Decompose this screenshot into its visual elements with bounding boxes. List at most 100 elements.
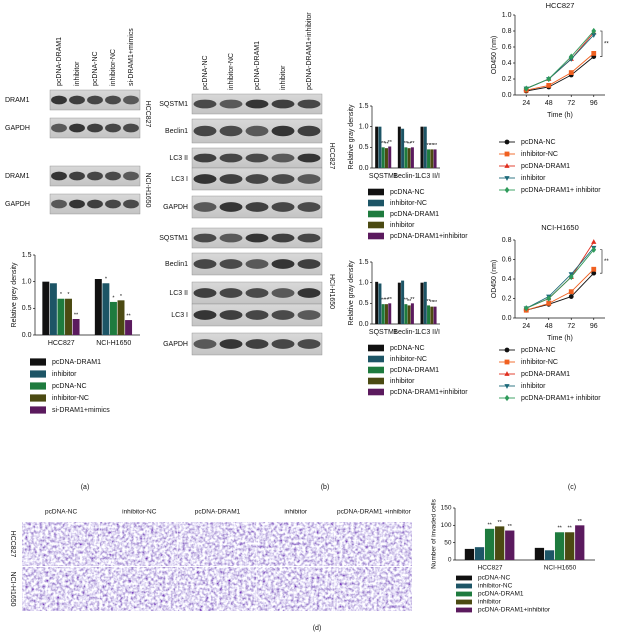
series-line xyxy=(526,272,595,311)
bar xyxy=(72,319,80,335)
point xyxy=(568,273,574,281)
bar xyxy=(109,301,117,335)
significance: ** xyxy=(568,526,573,532)
blot-band xyxy=(245,288,269,298)
micrograph xyxy=(21,521,100,567)
legend-swatch xyxy=(456,591,472,597)
y-tick-label: 1.5 xyxy=(22,252,32,259)
bar xyxy=(388,303,392,324)
blot-band xyxy=(245,174,269,184)
legend-label: inhibitor xyxy=(478,599,502,606)
x-axis-label: Time (h) xyxy=(547,335,573,342)
significance: * xyxy=(105,277,108,283)
legend-label: pcDNA-NC xyxy=(52,383,87,390)
blot-band xyxy=(69,171,85,181)
significance: ** xyxy=(426,299,431,305)
significance: ** xyxy=(381,141,386,147)
bar xyxy=(404,147,408,168)
x-tick-label: Beclin-1 xyxy=(393,329,418,336)
bar xyxy=(427,305,431,324)
blot-band xyxy=(297,339,321,349)
point xyxy=(591,239,597,244)
series-line xyxy=(526,32,595,90)
significance: ** xyxy=(604,41,609,47)
x-tick-label: 24 xyxy=(522,323,530,330)
significance: ** xyxy=(384,142,389,148)
point xyxy=(591,270,597,276)
legend-marker xyxy=(504,151,510,157)
series-line xyxy=(526,30,595,90)
legend-marker xyxy=(504,371,510,376)
legend-swatch xyxy=(456,599,472,605)
legend-label: inhibitor-NC xyxy=(390,200,427,207)
y-tick-label: 0.0 xyxy=(359,165,369,172)
significance: * xyxy=(60,292,63,298)
row-label: GAPDH xyxy=(163,341,188,348)
bar xyxy=(420,126,424,168)
lane-label: pcDNA-NC xyxy=(202,55,209,90)
series-line xyxy=(526,56,595,92)
blot-band xyxy=(245,99,269,109)
blot-band xyxy=(105,95,121,105)
cell-line-label: HCI-H1650 xyxy=(328,274,335,309)
legend-marker xyxy=(504,394,510,402)
y-axis-label: Relative gray density xyxy=(348,260,355,325)
series-line xyxy=(526,247,595,309)
bar xyxy=(484,528,495,560)
legend-swatch xyxy=(30,382,46,390)
row-label: Beclin1 xyxy=(165,261,188,268)
blot-band xyxy=(87,171,103,181)
bar xyxy=(565,532,575,560)
bar xyxy=(375,126,379,168)
significance: ** xyxy=(407,299,412,305)
micrograph xyxy=(256,521,335,567)
y-tick-label: 0.0 xyxy=(502,92,512,99)
significance: ** xyxy=(388,140,393,146)
x-tick-label: NCI-H1650 xyxy=(544,565,577,572)
micrograph xyxy=(178,566,256,612)
bar xyxy=(464,548,475,560)
chart-title: HCC827 xyxy=(546,1,575,10)
y-tick-label: 0.4 xyxy=(502,60,512,67)
bar xyxy=(401,128,405,168)
point xyxy=(546,75,552,83)
significance: * xyxy=(67,292,70,298)
blot-band xyxy=(51,95,67,105)
legend-swatch xyxy=(30,394,46,402)
blot-band xyxy=(193,174,217,184)
legend-label: pcDNA-NC xyxy=(478,575,510,582)
legend-swatch xyxy=(368,366,384,374)
y-tick-label: 1.0 xyxy=(359,124,369,131)
point xyxy=(591,33,597,38)
row-label: HCC827 xyxy=(9,531,16,558)
legend-label: inhibitor xyxy=(521,383,546,390)
legend-label: pcDNA-DRAM1+ inhibitor xyxy=(521,187,601,194)
panel-label: (b) xyxy=(321,484,330,491)
micrograph xyxy=(178,521,256,567)
x-tick-label: SQSTM1 xyxy=(369,329,398,336)
legend-label: inhibitor xyxy=(52,371,77,378)
blot-band xyxy=(51,199,67,209)
bar xyxy=(378,126,382,168)
legend-swatch xyxy=(368,355,384,363)
blot-band xyxy=(193,125,217,137)
blot-band xyxy=(219,339,243,349)
bar xyxy=(388,146,392,168)
bar xyxy=(423,281,427,324)
row-label: GAPDH xyxy=(163,204,188,211)
bar xyxy=(397,126,401,168)
blot-band xyxy=(123,199,139,209)
blot-band xyxy=(271,99,295,109)
column-label: pcDNA-NC xyxy=(45,509,77,516)
legend-label: pcDNA-DRAM1 xyxy=(52,359,101,366)
row-label: DRAM1 xyxy=(5,97,30,104)
x-tick-label: 96 xyxy=(590,100,598,107)
cell-line-label: HCC827 xyxy=(144,101,151,128)
blot-band xyxy=(297,259,321,269)
y-axis-label: OD450 (nm) xyxy=(491,36,498,75)
x-tick-label: HCC827 xyxy=(478,565,503,572)
y-tick-label: 0.5 xyxy=(22,305,32,312)
blot-band xyxy=(245,310,269,320)
y-tick-label: 0.4 xyxy=(502,276,512,283)
legend-label: pcDNA-DRAM1 xyxy=(521,371,570,378)
